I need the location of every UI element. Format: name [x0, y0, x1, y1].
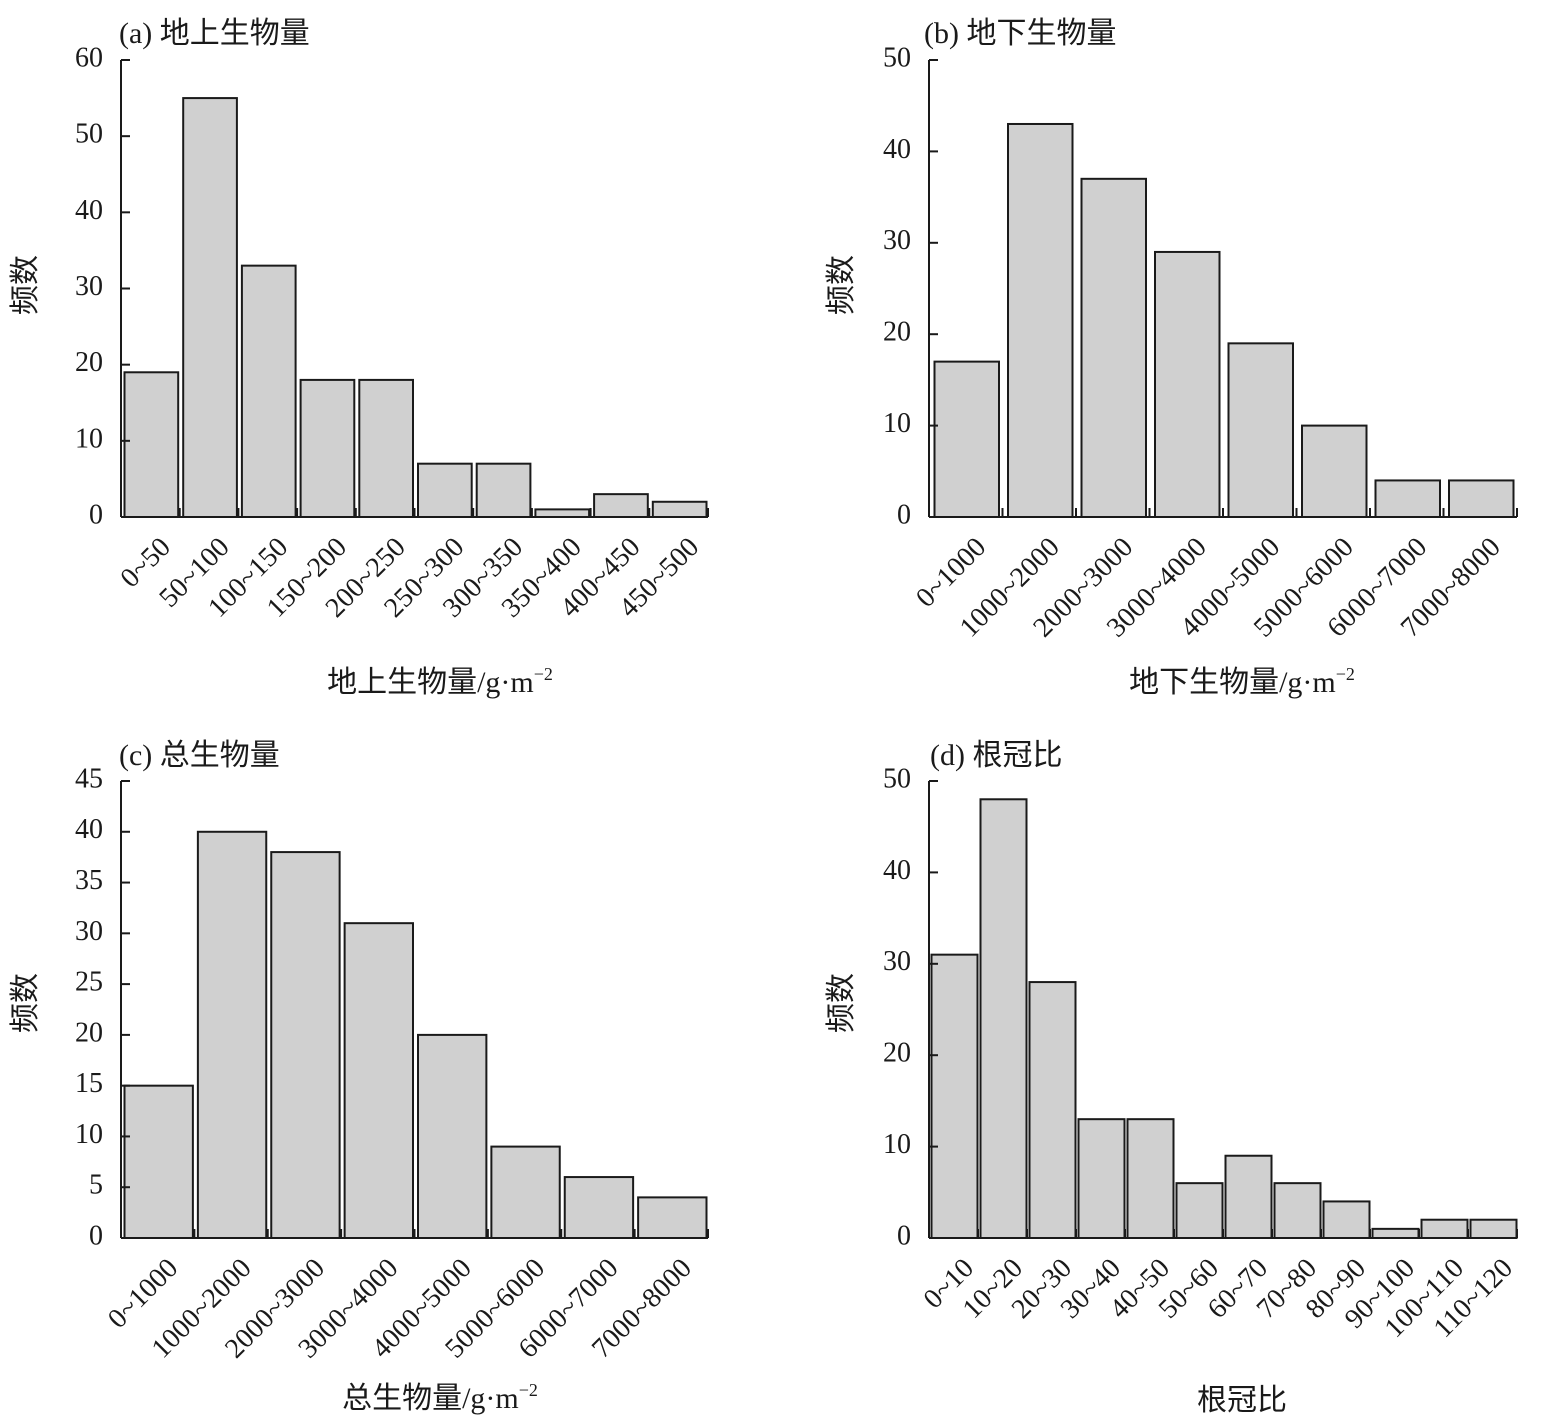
bar-2000~3000 — [270, 851, 341, 1239]
y-tick-label: 20 — [883, 1038, 911, 1069]
y-tick-label: 30 — [75, 916, 103, 947]
chart-title: (c) 总生物量 — [119, 739, 280, 772]
bar-150~200 — [299, 378, 356, 518]
y-tick-label: 0 — [897, 499, 911, 530]
y-tick-label: 45 — [75, 763, 103, 794]
y-axis-label: 频数 — [9, 973, 42, 1033]
bar-3000~4000 — [1154, 250, 1221, 518]
bar-350~400 — [534, 508, 591, 518]
bar-0~50 — [123, 371, 180, 518]
bar-40~50 — [1126, 1118, 1175, 1240]
panel-b-below-ground-biomass: (b) 地下生物量010203040500~10001000~20002000~… — [825, 17, 1518, 699]
bar-450~500 — [651, 500, 708, 518]
bar-70~80 — [1273, 1182, 1322, 1240]
bar-6000~7000 — [1374, 479, 1441, 519]
x-axis-label-superscript: −2 — [1336, 664, 1355, 684]
bar-400~450 — [593, 493, 649, 518]
bar-80~90 — [1322, 1200, 1371, 1239]
y-tick-label: 30 — [883, 225, 911, 256]
chart-title: (a) 地上生物量 — [119, 17, 310, 50]
x-axis-label-text: 根冠比 — [1197, 1384, 1287, 1417]
x-axis-label-superscript: −2 — [534, 664, 553, 684]
panel-d-root-shoot-ratio: (d) 根冠比010203040500~1010~2020~3030~4040~… — [825, 739, 1519, 1417]
y-axis-label: 频数 — [825, 255, 858, 315]
bar-6000~7000 — [563, 1176, 635, 1239]
y-tick-label: 0 — [897, 1220, 911, 1251]
x-axis-label: 地下生物量/g·m−2 — [1129, 664, 1355, 699]
bar-60~70 — [1224, 1154, 1273, 1239]
y-tick-label: 10 — [883, 408, 911, 439]
y-tick-label: 50 — [883, 42, 911, 73]
bar-0~1000 — [933, 360, 1000, 518]
bar-30~40 — [1077, 1118, 1126, 1240]
x-axis-label: 总生物量/g·m−2 — [342, 1380, 538, 1415]
y-tick-label: 10 — [75, 1119, 103, 1150]
y-tick-label: 40 — [883, 855, 911, 886]
bar-1000~2000 — [1007, 122, 1074, 518]
bar-7000~8000 — [1448, 479, 1515, 519]
y-tick-label: 40 — [75, 814, 103, 845]
y-tick-label: 40 — [883, 134, 911, 165]
x-axis-label-superscript: −2 — [519, 1380, 538, 1400]
x-axis-label: 地上生物量/g·m−2 — [327, 664, 553, 699]
panel-c-total-biomass: (c) 总生物量0510152025303540450~10001000~200… — [9, 739, 709, 1415]
y-axis-label: 频数 — [9, 255, 42, 315]
y-axis-label: 频数 — [825, 973, 858, 1033]
bar-5000~6000 — [1301, 424, 1368, 519]
bar-100~110 — [1420, 1218, 1469, 1239]
y-tick-label: 20 — [75, 347, 103, 378]
bar-50~60 — [1175, 1182, 1224, 1240]
bar-90~100 — [1371, 1227, 1420, 1239]
bar-0~10 — [930, 953, 979, 1239]
x-axis-label-text: 地上生物量/g·m — [327, 666, 534, 699]
bar-100~150 — [240, 264, 297, 518]
x-axis-label-text: 总生物量/g·m — [342, 1382, 519, 1415]
bar-200~250 — [358, 378, 414, 518]
y-tick-label: 20 — [883, 317, 911, 348]
x-axis-label-text: 地下生物量/g·m — [1129, 666, 1336, 699]
y-tick-label: 60 — [75, 42, 103, 73]
bar-20~30 — [1028, 981, 1077, 1240]
bar-4000~5000 — [417, 1033, 488, 1240]
bar-300~350 — [475, 462, 532, 518]
chart-title: (d) 根冠比 — [930, 739, 1062, 772]
y-tick-label: 25 — [75, 967, 103, 998]
chart-title: (b) 地下生物量 — [924, 17, 1116, 50]
y-tick-label: 30 — [883, 946, 911, 977]
bar-4000~5000 — [1227, 342, 1294, 518]
panel-a-above-ground-biomass: (a) 地上生物量01020304050600~5050~100100~1501… — [9, 17, 709, 699]
bar-7000~8000 — [637, 1196, 708, 1240]
y-tick-label: 0 — [89, 499, 103, 530]
y-tick-label: 15 — [75, 1068, 103, 1099]
y-tick-label: 50 — [75, 119, 103, 150]
y-tick-label: 35 — [75, 865, 103, 896]
y-tick-label: 10 — [883, 1129, 911, 1160]
bar-3000~4000 — [343, 922, 414, 1240]
bar-5000~6000 — [490, 1145, 561, 1239]
bar-50~100 — [182, 97, 238, 518]
y-tick-label: 0 — [89, 1220, 103, 1251]
y-tick-label: 40 — [75, 195, 103, 226]
y-tick-label: 20 — [75, 1017, 103, 1048]
bar-10~20 — [979, 798, 1028, 1240]
bar-110~120 — [1469, 1218, 1518, 1239]
bar-0~1000 — [123, 1084, 194, 1239]
bar-250~300 — [417, 462, 473, 518]
bar-2000~3000 — [1080, 177, 1147, 518]
y-tick-label: 50 — [883, 763, 911, 794]
y-tick-label: 10 — [75, 423, 103, 454]
bar-1000~2000 — [196, 830, 268, 1239]
y-tick-label: 30 — [75, 271, 103, 302]
y-tick-label: 5 — [89, 1170, 103, 1201]
x-axis-label: 根冠比 — [1197, 1384, 1287, 1417]
